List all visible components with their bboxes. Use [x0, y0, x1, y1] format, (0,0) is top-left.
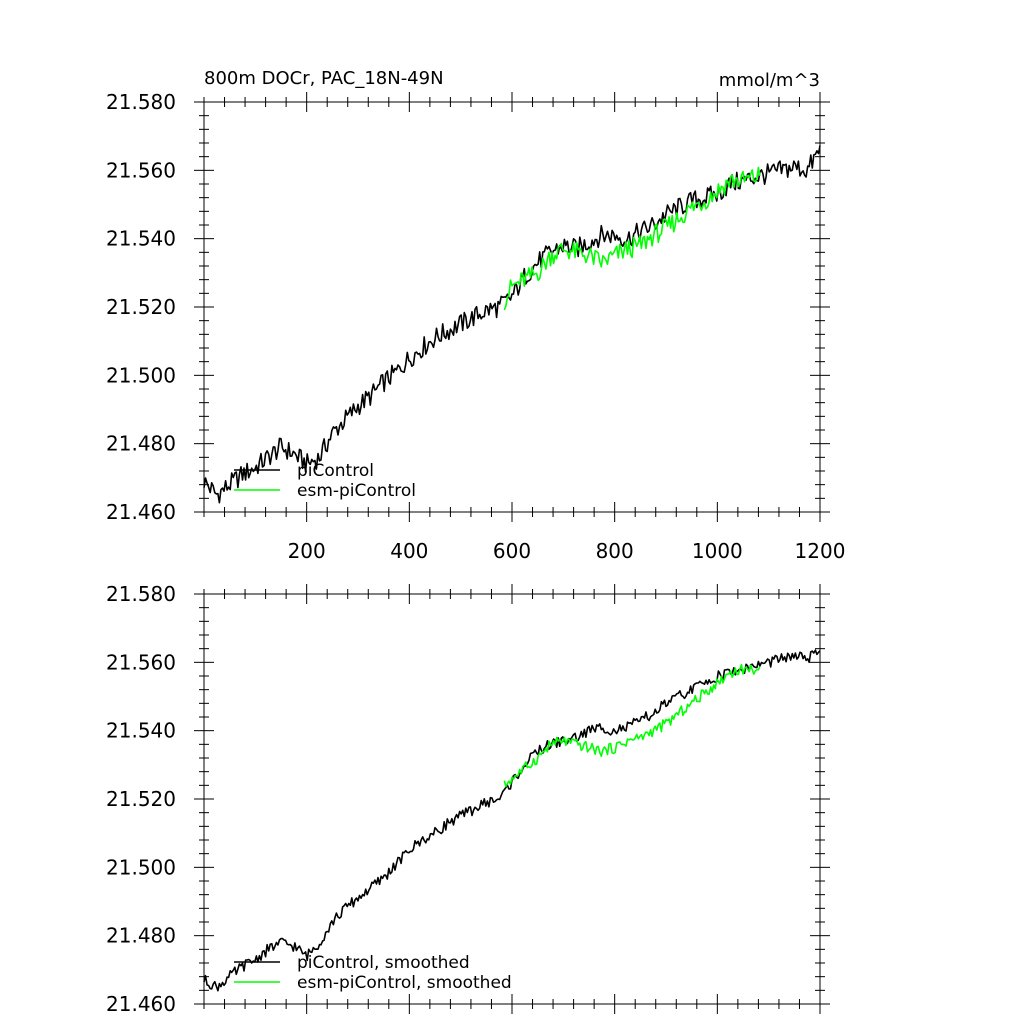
legend-label-picontrol: piControl	[297, 461, 374, 481]
y-tick-label: 21.580	[106, 90, 176, 114]
legend-label-esm-picontrol-smoothed: esm-piControl, smoothed	[297, 973, 512, 993]
bottom-axis-ticks	[194, 584, 830, 1014]
series-line-esm-picontrol-smoothed	[503, 663, 761, 788]
top-y-tick-labels: 21.460 21.480 21.500 21.520 21.540 21.560 21.5…	[106, 90, 176, 524]
y-tick-label: 21.500	[106, 363, 176, 387]
x-tick-label: 800	[596, 539, 634, 563]
x-tick-label: 600	[493, 539, 531, 563]
y-tick-label: 21.460	[106, 500, 176, 524]
bottom-chart-panel: 21.460 21.480 21.500 21.520 21.540 21.560 21.5…	[106, 582, 830, 1016]
chart-units-label: mmol/m^3	[719, 70, 820, 91]
y-tick-label: 21.480	[106, 924, 176, 948]
y-tick-label: 21.540	[106, 719, 176, 743]
x-tick-label: 1000	[692, 539, 743, 563]
y-tick-label: 21.480	[106, 432, 176, 456]
chart-title: 800m DOCr, PAC_18N-49N	[204, 68, 444, 89]
series-line-picontrol-smoothed	[203, 649, 821, 992]
y-tick-label: 21.520	[106, 787, 176, 811]
y-tick-label: 21.500	[106, 855, 176, 879]
x-tick-label: 1200	[795, 539, 846, 563]
series-line-picontrol	[203, 145, 821, 504]
legend-label-picontrol-smoothed: piControl, smoothed	[297, 953, 470, 973]
y-tick-label: 21.560	[106, 650, 176, 674]
top-plot-frame	[203, 101, 821, 513]
x-tick-label: 200	[288, 539, 326, 563]
series-line-esm-picontrol	[503, 166, 761, 311]
legend-label-esm-picontrol: esm-piControl	[297, 481, 416, 501]
top-x-tick-labels: 200 400 600 800 1000 1200	[288, 539, 846, 563]
y-tick-label: 21.540	[106, 227, 176, 251]
x-tick-label: 400	[390, 539, 428, 563]
y-tick-label: 21.580	[106, 582, 176, 606]
top-chart-panel: 800m DOCr, PAC_18N-49N mmol/m^3 21.46021…	[106, 68, 845, 563]
bottom-legend: piControl, smoothed esm-piControl, smoot…	[234, 953, 512, 993]
top-legend: piControl esm-piControl	[234, 461, 416, 501]
top-axis-ticks	[194, 92, 830, 522]
y-tick-label: 21.520	[106, 295, 176, 319]
y-tick-label: 21.560	[106, 158, 176, 182]
bottom-series-lines	[203, 649, 821, 992]
top-series-lines	[203, 145, 821, 504]
bottom-y-tick-labels: 21.460 21.480 21.500 21.520 21.540 21.560 21.5…	[106, 582, 176, 1016]
y-tick-label: 21.460	[106, 992, 176, 1016]
bottom-plot-frame	[203, 593, 821, 1005]
